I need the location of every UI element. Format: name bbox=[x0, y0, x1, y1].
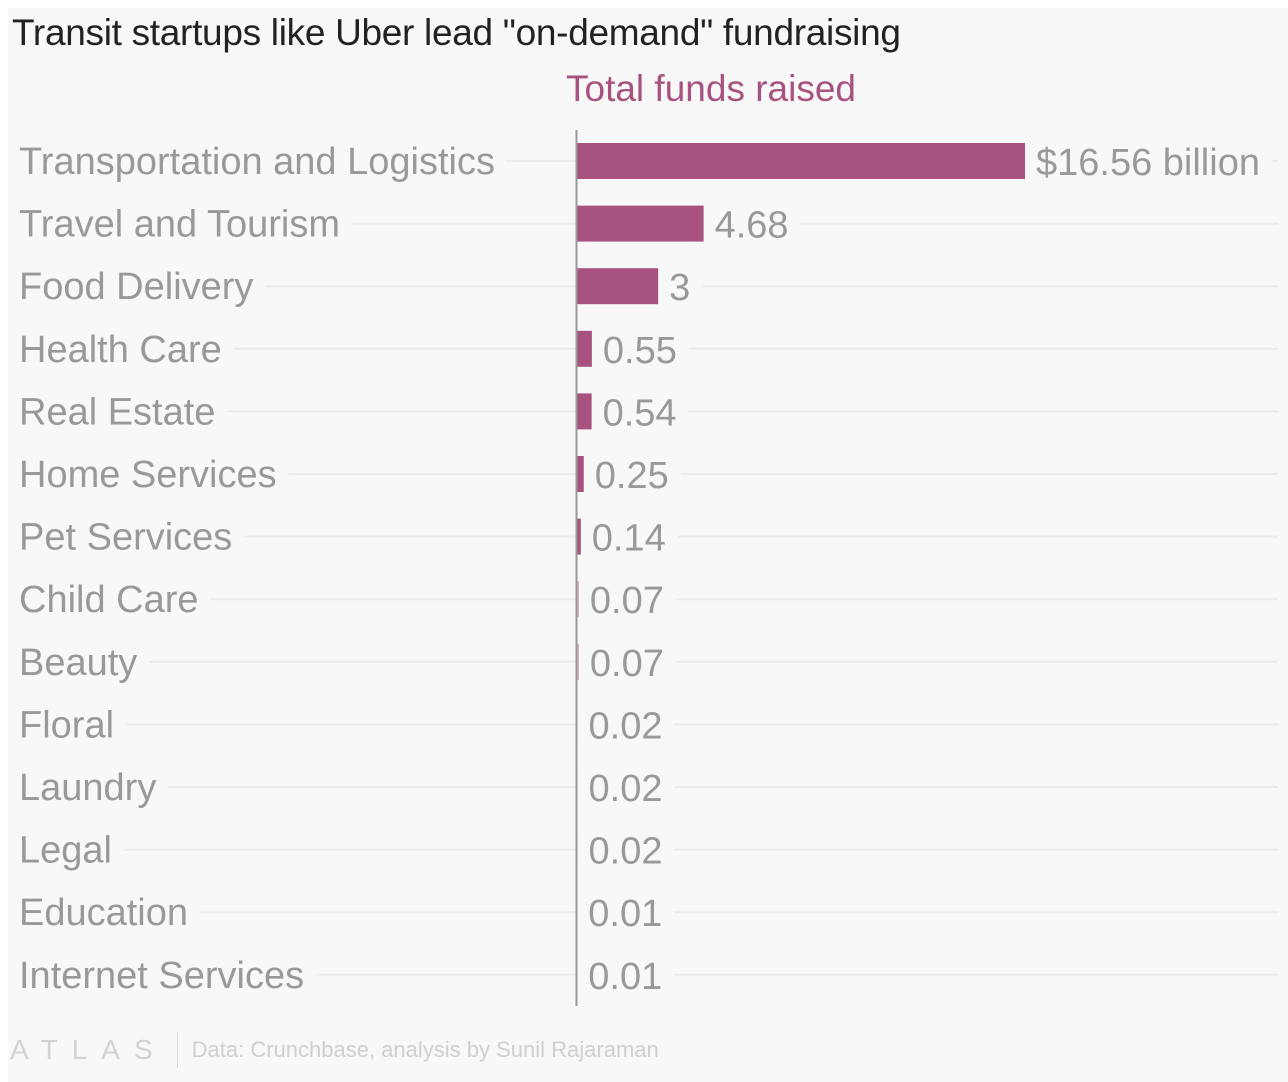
value-label: 0.25 bbox=[595, 455, 669, 497]
chart-frame bbox=[8, 8, 1288, 1082]
value-label: 0.02 bbox=[589, 705, 663, 747]
bar bbox=[577, 456, 584, 492]
category-label: Home Services bbox=[19, 454, 277, 496]
value-label: 0.55 bbox=[603, 330, 677, 372]
category-label: Child Care bbox=[19, 579, 199, 621]
series-label: Total funds raised bbox=[566, 68, 857, 109]
bar bbox=[577, 330, 592, 367]
atlas-logo: ATLAS bbox=[10, 1034, 167, 1065]
value-label: 3 bbox=[669, 267, 690, 309]
category-label: Pet Services bbox=[19, 517, 232, 559]
value-label: $16.56 billion bbox=[1036, 142, 1260, 184]
value-label: 0.07 bbox=[590, 643, 664, 685]
footer-divider bbox=[176, 1032, 178, 1068]
source-note: Data: Crunchbase, analysis by Sunil Raja… bbox=[191, 1037, 659, 1062]
value-label: 0.02 bbox=[589, 768, 663, 810]
value-label: 0.14 bbox=[592, 518, 666, 560]
value-label: 0.02 bbox=[589, 831, 663, 873]
category-label: Legal bbox=[19, 830, 112, 872]
bar bbox=[577, 518, 581, 555]
bar bbox=[577, 643, 579, 680]
bar bbox=[577, 393, 592, 430]
category-label: Food Delivery bbox=[19, 266, 253, 308]
value-label: 0.54 bbox=[603, 392, 677, 434]
category-label: Real Estate bbox=[19, 391, 215, 433]
value-label: 0.07 bbox=[590, 580, 664, 622]
bar bbox=[577, 143, 1025, 179]
value-label: 4.68 bbox=[715, 205, 789, 247]
category-label: Health Care bbox=[19, 329, 222, 371]
bar bbox=[577, 268, 659, 305]
category-label: Laundry bbox=[19, 767, 156, 809]
bar bbox=[577, 205, 704, 242]
category-label: Travel and Tourism bbox=[19, 204, 340, 246]
category-label: Beauty bbox=[19, 642, 137, 684]
category-label: Transportation and Logistics bbox=[19, 141, 495, 183]
category-label: Internet Services bbox=[19, 955, 304, 997]
category-label: Floral bbox=[19, 704, 114, 746]
category-label: Education bbox=[19, 892, 188, 934]
value-label: 0.01 bbox=[588, 893, 662, 935]
footer: ATLAS Data: Crunchbase, analysis by Suni… bbox=[10, 1030, 659, 1070]
value-label: 0.01 bbox=[588, 956, 662, 998]
bar bbox=[577, 581, 579, 618]
chart-title: Transit startups like Uber lead "on-dema… bbox=[12, 12, 901, 53]
